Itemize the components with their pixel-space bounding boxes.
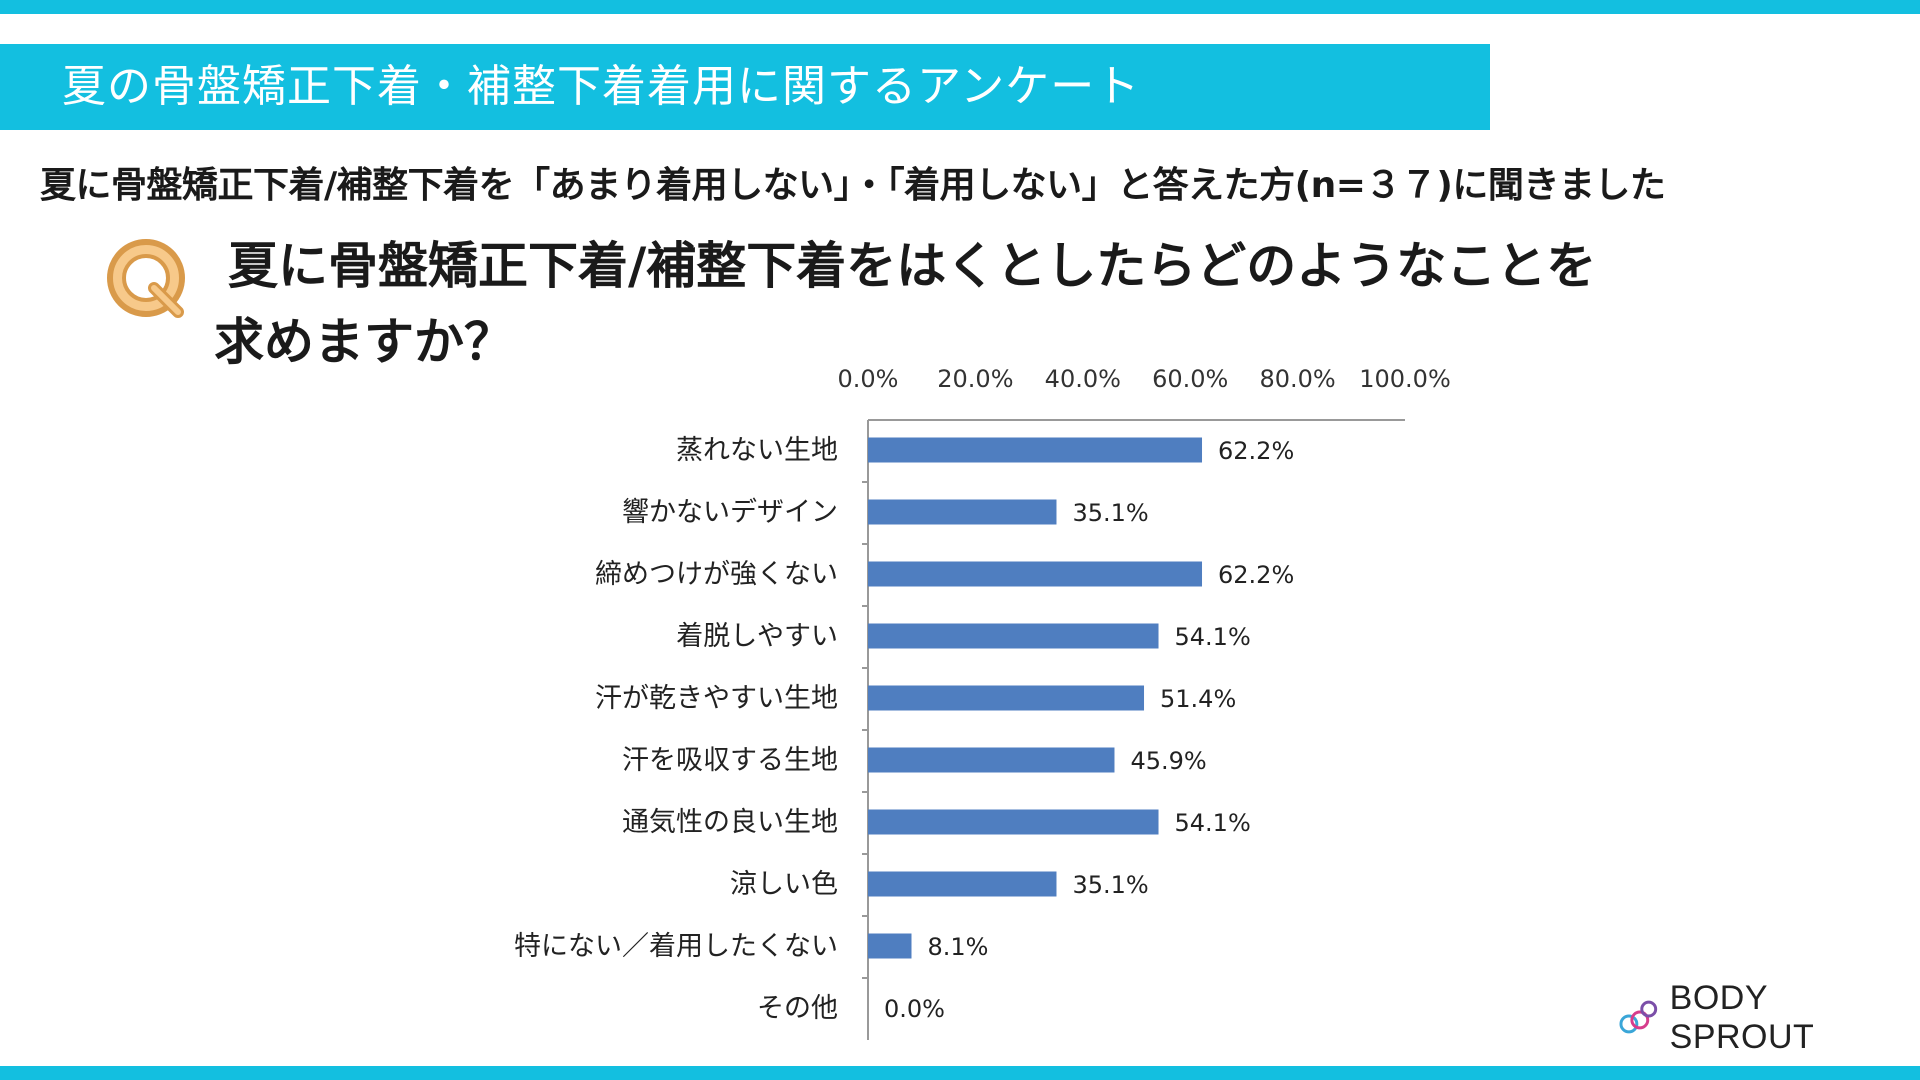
category-label: 響かないデザイン <box>622 497 838 528</box>
question-line-1: 夏に骨盤矯正下着/補整下着をはくとしたらどのようなことを <box>228 237 1597 295</box>
q-badge-icon: Q <box>107 239 185 318</box>
question-text: 夏に骨盤矯正下着/補整下着をはくとしたらどのようなことを 求めますか？ <box>214 228 1714 380</box>
top-accent-stripe <box>0 0 1920 14</box>
category-label: 蒸れない生地 <box>676 435 838 466</box>
bar <box>868 809 1159 835</box>
bar-value-label: 51.4% <box>1160 685 1236 713</box>
brand-logo: BODY SPROUT <box>1616 979 1920 1056</box>
category-label: 汗を吸収する生地 <box>622 745 838 776</box>
x-tick-label: 20.0% <box>937 365 1013 393</box>
bar <box>868 685 1145 711</box>
bar-value-label: 0.0% <box>884 995 945 1023</box>
category-label: 涼しい色 <box>730 869 838 900</box>
x-tick-label: 100.0% <box>1359 365 1451 393</box>
bar-series: 蒸れない生地 62.2% 響かないデザイン 35.1% 締めつけが強くない 62.2% 着脱… <box>514 435 1294 1024</box>
bar-value-label: 35.1% <box>1072 871 1148 899</box>
survey-subtitle: 夏に骨盤矯正下着/補整下着を「あまり着用しない」・「着用しない」と答えた方(n=… <box>40 165 1666 206</box>
bar-value-label: 62.2% <box>1218 561 1294 589</box>
title-banner: 夏の骨盤矯正下着・補整下着着用に関するアンケート <box>0 44 1490 130</box>
bar-value-label: 45.9% <box>1130 747 1206 775</box>
category-label: 汗が乾きやすい生地 <box>595 683 838 714</box>
category-label: 着脱しやすい <box>676 621 838 652</box>
bar <box>868 871 1057 897</box>
bar-value-label: 8.1% <box>927 933 988 961</box>
question-line-2: 求めますか？ <box>214 313 514 371</box>
bar-value-label: 54.1% <box>1175 809 1251 837</box>
bar <box>868 499 1057 525</box>
bar <box>868 437 1203 463</box>
category-label: その他 <box>757 993 838 1024</box>
page-title: 夏の骨盤矯正下着・補整下着着用に関するアンケート <box>62 61 1141 112</box>
category-label: 特にない／着用したくない <box>514 931 838 962</box>
x-tick-label: 60.0% <box>1152 365 1228 393</box>
category-label: 通気性の良い生地 <box>622 807 838 838</box>
category-label: 締めつけが強くない <box>595 559 838 590</box>
x-tick-label: 40.0% <box>1045 365 1121 393</box>
bar-value-label: 35.1% <box>1072 499 1148 527</box>
bar <box>868 747 1115 773</box>
x-tick-label: 0.0% <box>838 365 899 393</box>
bar <box>868 933 912 959</box>
bar-value-label: 54.1% <box>1175 623 1251 651</box>
bar <box>868 561 1203 587</box>
brand-name: BODY SPROUT <box>1669 979 1815 1056</box>
x-tick-label: 80.0% <box>1259 365 1335 393</box>
brand-rings-icon <box>1619 1000 1658 1034</box>
bottom-accent-stripe <box>0 1066 1920 1080</box>
bar-value-label: 62.2% <box>1218 437 1294 465</box>
bar <box>868 623 1159 649</box>
x-axis-ticks: 0.0% 20.0% 40.0% 60.0% 80.0% 100.0% <box>838 365 1451 393</box>
